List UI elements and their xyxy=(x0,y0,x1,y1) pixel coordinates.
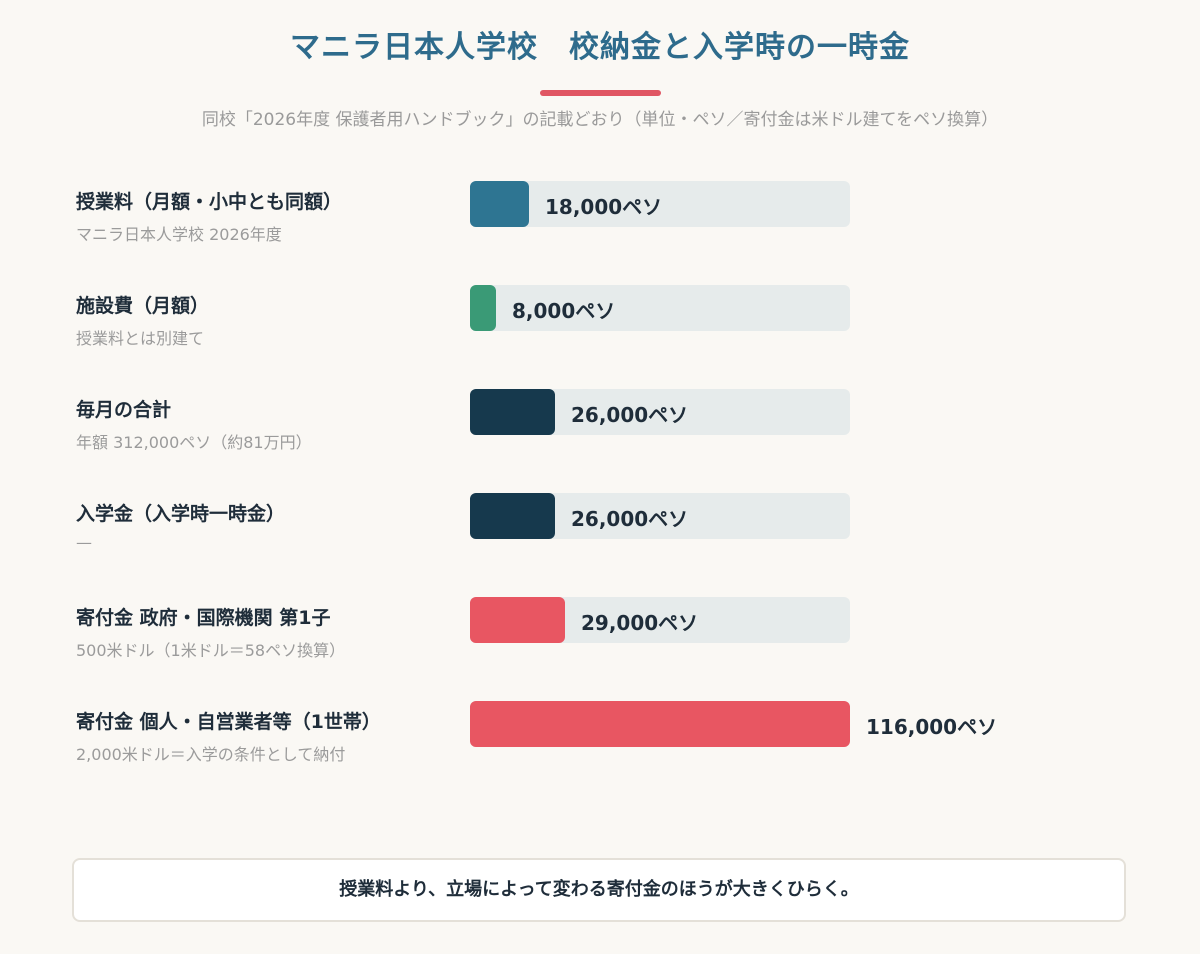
category-label: 寄付金 個人・自営業者等（1世帯） xyxy=(76,711,381,733)
title-underline xyxy=(540,90,661,96)
bar-track xyxy=(470,181,850,227)
category-label: 施設費（月額） xyxy=(76,295,210,317)
bar-row: 寄付金 政府・国際機関 第1子 500米ドル（1米ドル＝58ペソ換算） 29,000… xyxy=(0,597,1200,667)
value-label: 116,000ペソ xyxy=(866,715,998,739)
chart-title: マニラ日本人学校 校納金と入学時の一時金 xyxy=(290,30,910,65)
category-label: 授業料（月額・小中とも同額） xyxy=(76,191,343,213)
bar-row: 毎月の合計年額 312,000ペソ（約81万円） 26,000ペソ xyxy=(0,389,1200,459)
bar-track xyxy=(470,701,850,747)
bar-row: 寄付金 個人・自営業者等（1世帯） 2,000米ドル＝入学の条件として納付 116,… xyxy=(0,701,1200,771)
value-label: 29,000ペソ xyxy=(581,611,699,635)
bar-row: 入学金（入学時一時金） — 26,000ペソ xyxy=(0,493,1200,563)
bar xyxy=(470,493,555,539)
value-label: 26,000ペソ xyxy=(571,507,689,531)
bar xyxy=(470,181,529,227)
category-label: 入学金（入学時一時金） xyxy=(76,503,286,525)
category-label: 毎月の合計 xyxy=(76,399,172,421)
bar xyxy=(470,389,555,435)
bar xyxy=(470,701,850,747)
bar xyxy=(470,285,496,331)
bar-track xyxy=(470,493,850,539)
category-label: 寄付金 政府・国際機関 第1子 xyxy=(76,607,331,629)
category-note: 授業料とは別建て xyxy=(76,329,205,348)
value-label: 8,000ペソ xyxy=(512,299,616,323)
bar-row: 授業料（月額・小中とも同額） マニラ日本人学校 2026年度 18,000ペソ xyxy=(0,181,1200,251)
value-label: 26,000ペソ xyxy=(571,403,689,427)
category-note: 2,000米ドル＝入学の条件として納付 xyxy=(76,745,346,764)
bar-track xyxy=(470,285,850,331)
bar-track xyxy=(470,389,850,435)
category-note: 年額 312,000ペソ（約81万円） xyxy=(76,433,312,452)
bar xyxy=(470,597,565,643)
category-note: — xyxy=(76,533,92,552)
bar-row: 施設費（月額） 授業料とは別建て 8,000ペソ xyxy=(0,285,1200,355)
category-note: マニラ日本人学校 2026年度 xyxy=(76,225,282,244)
bar-track xyxy=(470,597,850,643)
value-label: 18,000ペソ xyxy=(545,195,663,219)
chart-subtitle: 同校「2026年度 保護者用ハンドブック」の記載どおり（単位・ペソ／寄付金は米ド… xyxy=(201,110,999,130)
category-note: 500米ドル（1米ドル＝58ペソ換算） xyxy=(76,641,346,660)
summary-callout: 授業料より、立場によって変わる寄付金のほうが大きくひらく。 xyxy=(72,858,1126,922)
